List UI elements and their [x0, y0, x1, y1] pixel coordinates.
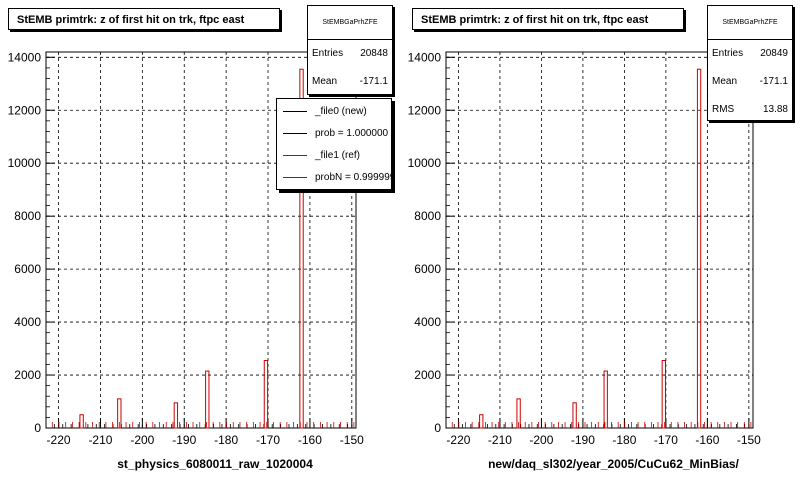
- right-x-tick-label: -180: [612, 433, 636, 447]
- left-x-tick-label: -220: [47, 433, 71, 447]
- right-y-tick-label: 14000: [408, 50, 442, 64]
- left-histogram-bar: [263, 359, 269, 429]
- right-stats-box: StEMBGaPrhZFE Entries 20849 Mean -171.1 …: [707, 5, 793, 121]
- right-x-tick-label: -220: [446, 433, 470, 447]
- legend-entry-new: _file0 (new): [277, 100, 391, 122]
- right-stats-entries-value: 20849: [760, 48, 788, 59]
- left-histogram-bar: [79, 414, 84, 429]
- right-x-tick-label: -210: [488, 433, 512, 447]
- right-x-tick-label: -170: [654, 433, 678, 447]
- left-y-tick-label: 14000: [8, 50, 42, 64]
- right-stats-entries-label: Entries: [712, 48, 744, 59]
- right-y-tick-label: 2000: [414, 368, 441, 382]
- right-stats-rms-label: RMS: [712, 104, 735, 115]
- left-stats-mean-label: Mean: [312, 76, 338, 87]
- legend-label-prob: prob = 1.000000: [315, 127, 389, 139]
- left-x-tick-label: -180: [214, 433, 238, 447]
- right-x-tick-label: -190: [571, 433, 595, 447]
- left-x-tick-label: -150: [340, 433, 364, 447]
- legend-line-ref: [283, 154, 307, 156]
- right-plot-frame: [445, 51, 754, 429]
- legend-label-new: _file0 (new): [315, 105, 367, 117]
- left-stats-box: StEMBGaPrhZFE Entries 20848 Mean -171.1: [307, 5, 393, 95]
- right-x-axis-label: new/daq_sl302/year_2005/CuCu62_MinBias/: [488, 457, 739, 471]
- left-y-tick-label: 10000: [8, 156, 42, 170]
- right-y-tick-label: 6000: [414, 262, 441, 276]
- left-x-tick-label: -190: [172, 433, 196, 447]
- left-y-tick-label: 8000: [14, 209, 41, 223]
- left-x-axis-label: st_physics_6080011_raw_1020004: [117, 457, 313, 471]
- right-x-tick-label: -160: [695, 433, 719, 447]
- right-x-tick-label: -200: [529, 433, 553, 447]
- left-histogram-bar: [205, 370, 210, 429]
- right-y-tick-label: 4000: [414, 315, 441, 329]
- left-x-tick-label: -160: [298, 433, 322, 447]
- left-stats-entries-label: Entries: [312, 48, 344, 59]
- left-histogram-bar: [117, 398, 122, 429]
- legend-entry-ref: _file1 (ref): [277, 144, 391, 166]
- left-stats-mean-value: -171.1: [359, 76, 388, 87]
- right-stats-rms-value: 13.88: [762, 104, 788, 115]
- right-chart-title: StEMB primtrk: z of first hit on trk, ft…: [412, 8, 684, 30]
- left-stats-entries-value: 20848: [360, 48, 388, 59]
- left-x-tick-label: -170: [256, 433, 280, 447]
- legend-line-prob: [283, 132, 307, 134]
- left-y-tick-label: 0: [34, 421, 41, 435]
- right-stats-mean-value: -171.1: [759, 76, 788, 87]
- right-y-tick-label: 10000: [408, 156, 442, 170]
- right-histogram-bar: [479, 414, 484, 429]
- left-y-tick-label: 4000: [14, 315, 41, 329]
- left-y-tick-label: 2000: [14, 368, 41, 382]
- right-histogram-bar: [661, 359, 666, 429]
- right-histogram-bar: [516, 398, 521, 429]
- left-legend: _file0 (new) prob = 1.000000 _file1 (ref…: [276, 98, 392, 190]
- right-histogram-bar: [603, 370, 608, 429]
- left-histogram-bar: [173, 402, 179, 429]
- right-plot: -220 -210 -200 -190 -180 -170 -160 -150 0 2000 400…: [408, 50, 762, 471]
- left-legend-shadow-bar: [283, 190, 391, 193]
- legend-line-probn: [283, 176, 307, 178]
- right-y-tick-label: 8000: [414, 209, 441, 223]
- legend-label-probn: probN = 0.999999: [315, 171, 392, 183]
- left-x-tick-label: -200: [130, 433, 154, 447]
- right-histogram-bar: [696, 68, 702, 429]
- left-stats-name: StEMBGaPrhZFE: [308, 6, 392, 40]
- right-y-tick-label: 0: [434, 421, 441, 435]
- left-x-tick-label: -210: [88, 433, 112, 447]
- left-y-tick-label: 6000: [14, 262, 41, 276]
- right-stats-mean-label: Mean: [712, 76, 738, 87]
- right-stats-name: StEMBGaPrhZFE: [708, 6, 792, 40]
- legend-line-new: [283, 110, 307, 112]
- legend-entry-probn: probN = 0.999999: [277, 166, 391, 188]
- right-histogram-bar: [572, 402, 577, 429]
- right-x-tick-label: -150: [737, 433, 761, 447]
- legend-label-ref: _file1 (ref): [315, 149, 361, 161]
- left-chart-title: StEMB primtrk: z of first hit on trk, ft…: [8, 8, 280, 30]
- right-y-tick-label: 12000: [408, 103, 442, 117]
- legend-entry-prob: prob = 1.000000: [277, 122, 391, 144]
- left-y-tick-label: 12000: [8, 103, 42, 117]
- left-histogram-bar: [299, 68, 304, 429]
